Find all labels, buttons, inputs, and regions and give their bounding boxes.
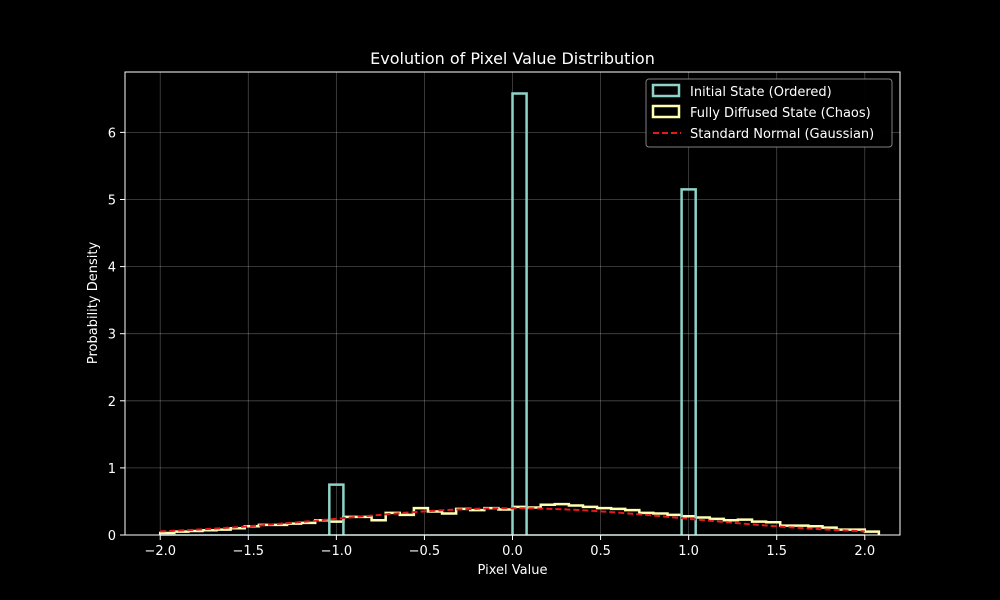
axes-ticks: −2.0 −1.5 −1.0 −0.5 0.0 0.5 1.0 1.5 2.0 0 1 2 3 4 5 6	[108, 126, 875, 559]
x-tick-label: 0.5	[590, 544, 611, 559]
legend-swatch-diffused	[651, 104, 681, 119]
legend-label-gaussian: Standard Normal (Gaussian)	[690, 127, 874, 142]
y-axis-title: Probability Density	[86, 242, 101, 365]
y-tick-label: 6	[108, 126, 116, 141]
legend: Initial State (Ordered) Fully Diffused S…	[645, 78, 893, 148]
y-tick-label: 1	[108, 462, 116, 477]
gaussian-curve	[160, 507, 865, 533]
y-tick-label: 5	[108, 193, 116, 208]
x-tick-label: −2.0	[144, 544, 176, 559]
x-tick-label: −0.5	[409, 544, 441, 559]
x-tick-label: 1.0	[678, 544, 699, 559]
initial-histogram-bin	[328, 483, 345, 535]
legend-box	[645, 78, 893, 148]
initial-histogram-bin	[680, 188, 697, 535]
legend-swatch-initial	[651, 83, 681, 98]
x-tick-label: −1.5	[233, 544, 265, 559]
x-tick-label: −1.0	[321, 544, 353, 559]
y-tick-label: 4	[108, 261, 116, 276]
x-axis-title: Pixel Value	[478, 563, 548, 578]
legend-label-initial: Initial State (Ordered)	[690, 85, 832, 100]
initial-histogram-bin	[511, 92, 528, 535]
y-tick-label: 2	[108, 395, 116, 410]
chart-title: Evolution of Pixel Value Distribution	[370, 49, 655, 68]
series-diffused	[158, 502, 881, 535]
x-tick-label: 0.0	[502, 544, 523, 559]
legend-label-diffused: Fully Diffused State (Chaos)	[690, 106, 871, 121]
diffused-histogram-step	[158, 502, 881, 535]
series-gaussian	[160, 507, 865, 533]
x-tick-label: 1.5	[766, 544, 787, 559]
y-tick-label: 3	[108, 328, 116, 343]
y-tick-label: 0	[108, 529, 116, 544]
x-tick-label: 2.0	[854, 544, 875, 559]
